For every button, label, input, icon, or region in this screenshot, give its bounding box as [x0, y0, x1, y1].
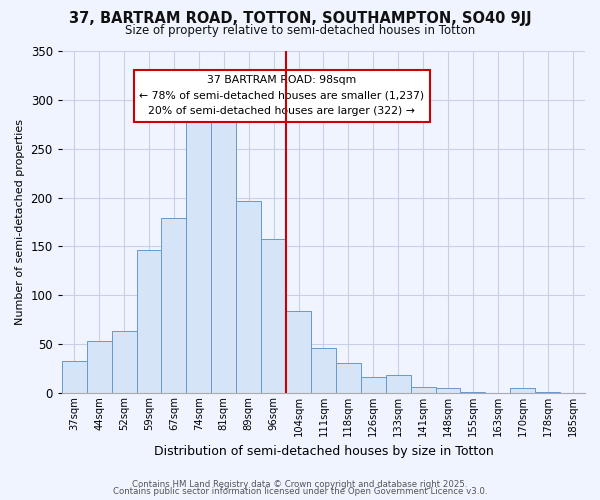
Bar — [211, 120, 236, 393]
Bar — [410, 387, 436, 393]
Bar — [236, 200, 261, 393]
Bar — [62, 361, 87, 393]
Text: Size of property relative to semi-detached houses in Totton: Size of property relative to semi-detach… — [125, 24, 475, 37]
Bar — [112, 332, 137, 393]
Text: Contains HM Land Registry data © Crown copyright and database right 2025.: Contains HM Land Registry data © Crown c… — [132, 480, 468, 489]
Bar — [386, 376, 410, 393]
Bar — [286, 311, 311, 393]
Bar — [187, 118, 211, 393]
Bar — [535, 392, 560, 393]
Bar — [460, 392, 485, 393]
Bar — [510, 388, 535, 393]
Bar — [336, 362, 361, 393]
Y-axis label: Number of semi-detached properties: Number of semi-detached properties — [15, 119, 25, 325]
Bar — [137, 250, 161, 393]
Text: 37, BARTRAM ROAD, TOTTON, SOUTHAMPTON, SO40 9JJ: 37, BARTRAM ROAD, TOTTON, SOUTHAMPTON, S… — [68, 11, 532, 26]
Bar — [87, 341, 112, 393]
Bar — [261, 238, 286, 393]
Bar — [361, 378, 386, 393]
Text: Contains public sector information licensed under the Open Government Licence v3: Contains public sector information licen… — [113, 488, 487, 496]
Bar — [311, 348, 336, 393]
X-axis label: Distribution of semi-detached houses by size in Totton: Distribution of semi-detached houses by … — [154, 444, 493, 458]
Bar — [436, 388, 460, 393]
Text: 37 BARTRAM ROAD: 98sqm
← 78% of semi-detached houses are smaller (1,237)
20% of : 37 BARTRAM ROAD: 98sqm ← 78% of semi-det… — [139, 75, 424, 116]
Bar — [161, 218, 187, 393]
